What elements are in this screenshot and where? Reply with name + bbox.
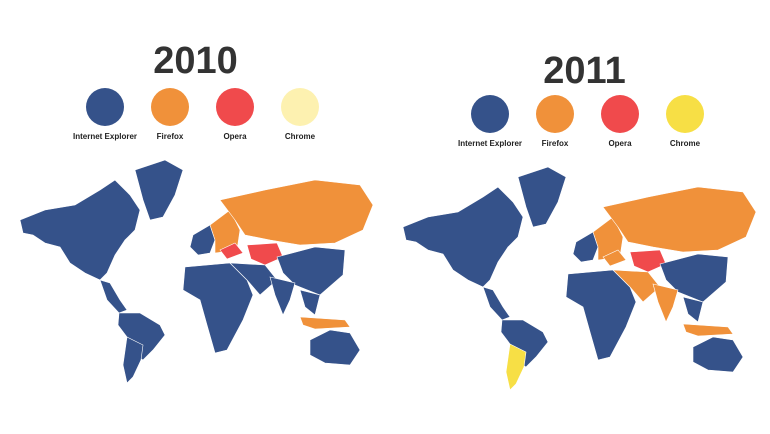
region-indonesia — [299, 316, 351, 330]
region-kazakhstan — [629, 249, 667, 273]
legend-label: Firefox — [156, 132, 184, 141]
legend-chrome: Chrome — [255, 88, 345, 141]
world-map-2011 — [402, 166, 757, 391]
region-russia — [602, 186, 757, 253]
region-south-america — [117, 312, 166, 361]
region-australia — [309, 329, 361, 366]
legend-ie: Internet Explorer — [60, 88, 150, 141]
chrome-swatch — [281, 88, 319, 126]
legend-chrome: Chrome — [640, 95, 730, 148]
panel-2010: 2010 Internet Explorer Firefox Opera Chr… — [19, 40, 374, 384]
opera-swatch — [216, 88, 254, 126]
ie-swatch — [471, 95, 509, 133]
region-middle-east — [229, 262, 278, 296]
region-greenland — [134, 159, 184, 221]
region-central-america — [482, 286, 511, 321]
region-india — [269, 276, 296, 316]
region-central-america — [99, 279, 128, 314]
legend-label: Firefox — [541, 139, 569, 148]
legend-opera: Opera — [190, 88, 280, 141]
region-africa — [565, 269, 637, 361]
region-india — [652, 283, 679, 323]
legend: Internet Explorer Firefox Opera Chrome — [445, 95, 705, 148]
region-indonesia — [682, 323, 734, 337]
region-kazakhstan — [246, 242, 284, 266]
chrome-swatch — [666, 95, 704, 133]
region-ukraine — [219, 242, 244, 260]
region-southeast-asia — [299, 289, 321, 316]
firefox-swatch — [536, 95, 574, 133]
legend-label: Opera — [223, 132, 247, 141]
year-title: 2010 — [153, 40, 238, 82]
region-greenland — [517, 166, 567, 228]
region-africa — [182, 262, 254, 354]
legend-label: Internet Explorer — [457, 139, 522, 148]
region-ukraine — [602, 249, 627, 267]
region-australia — [692, 336, 744, 373]
legend-firefox: Firefox — [510, 95, 600, 148]
ie-swatch — [86, 88, 124, 126]
legend-label: Chrome — [669, 139, 701, 148]
region-argentina — [505, 343, 527, 391]
region-middle-east — [612, 269, 661, 303]
region-russia — [219, 179, 374, 246]
world-map-2010 — [19, 159, 374, 384]
year-title: 2011 — [543, 50, 626, 92]
legend-label: Chrome — [284, 132, 316, 141]
legend: Internet Explorer Firefox Opera Chrome — [60, 88, 320, 141]
legend-opera: Opera — [575, 95, 665, 148]
region-north-america — [19, 179, 141, 281]
opera-swatch — [601, 95, 639, 133]
legend-label: Internet Explorer — [72, 132, 137, 141]
legend-label: Opera — [608, 139, 632, 148]
region-southeast-asia — [682, 296, 704, 323]
region-argentina — [122, 336, 144, 384]
region-north-america — [402, 186, 524, 288]
region-south-america — [500, 319, 549, 368]
firefox-swatch — [151, 88, 189, 126]
legend-ie: Internet Explorer — [445, 95, 535, 148]
legend-firefox: Firefox — [125, 88, 215, 141]
panel-2011: 2011 Internet Explorer Firefox Opera Chr… — [385, 0, 770, 434]
